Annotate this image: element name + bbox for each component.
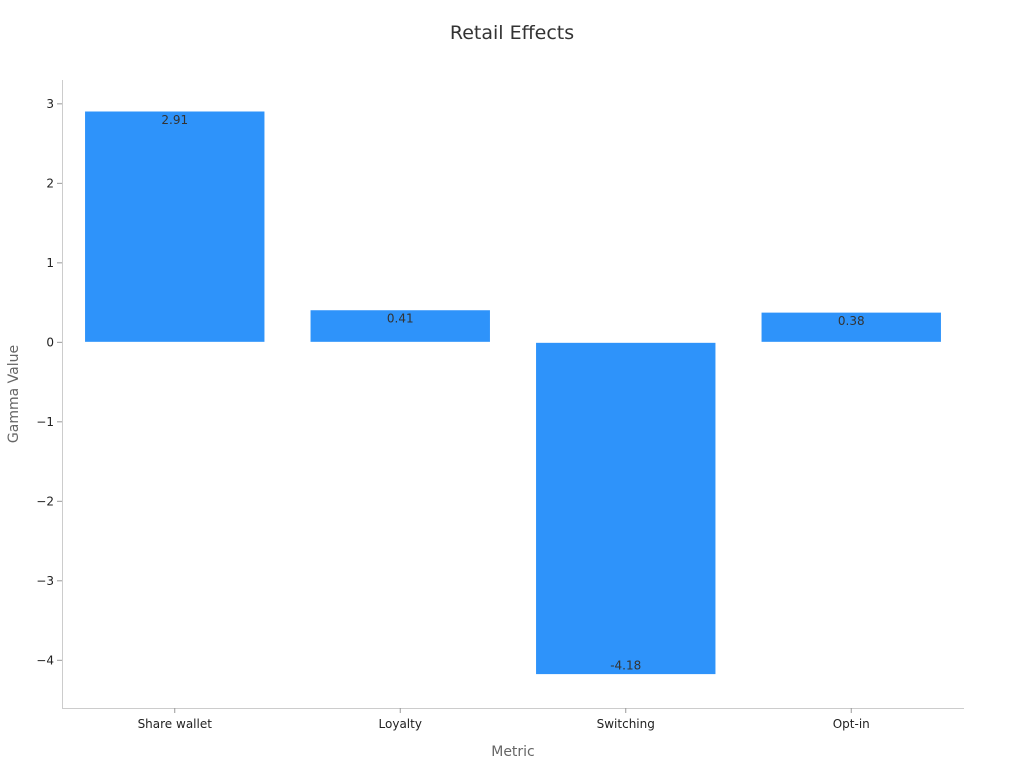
- bar: [84, 110, 266, 343]
- chart-title: Retail Effects: [450, 22, 574, 44]
- y-tick-label: −2: [36, 494, 54, 508]
- value-labels-group: 2.91 0.41 -4.18 0.38: [161, 113, 864, 673]
- bar: [309, 309, 491, 343]
- y-tick-label: −3: [36, 574, 54, 588]
- y-axis-ticks: 3 2 1 0 −1 −2 −3 −4: [36, 97, 62, 667]
- y-axis-title: Gamma Value: [6, 345, 22, 443]
- y-tick-label: −4: [36, 653, 54, 667]
- y-tick-label: 1: [46, 256, 54, 270]
- bar-value-label: 0.41: [387, 312, 414, 326]
- bar-value-label: 0.38: [838, 314, 865, 328]
- x-axis-title: Metric: [491, 744, 535, 760]
- x-axis-ticks: Share wallet Loyalty Switching Opt-in: [138, 708, 870, 731]
- bar: [760, 311, 942, 343]
- bar-value-label: 2.91: [161, 113, 188, 127]
- x-tick-label: Switching: [597, 717, 655, 731]
- y-tick-label: 3: [46, 97, 54, 111]
- x-tick-label: Opt-in: [833, 717, 870, 731]
- bars-group: [84, 110, 942, 676]
- y-tick-label: 0: [46, 335, 54, 349]
- x-tick-label: Share wallet: [138, 717, 213, 731]
- x-tick-label: Loyalty: [379, 717, 422, 731]
- y-tick-label: −1: [36, 415, 54, 429]
- bar: [535, 341, 717, 676]
- y-tick-label: 2: [46, 176, 54, 190]
- bar-value-label: -4.18: [610, 659, 641, 673]
